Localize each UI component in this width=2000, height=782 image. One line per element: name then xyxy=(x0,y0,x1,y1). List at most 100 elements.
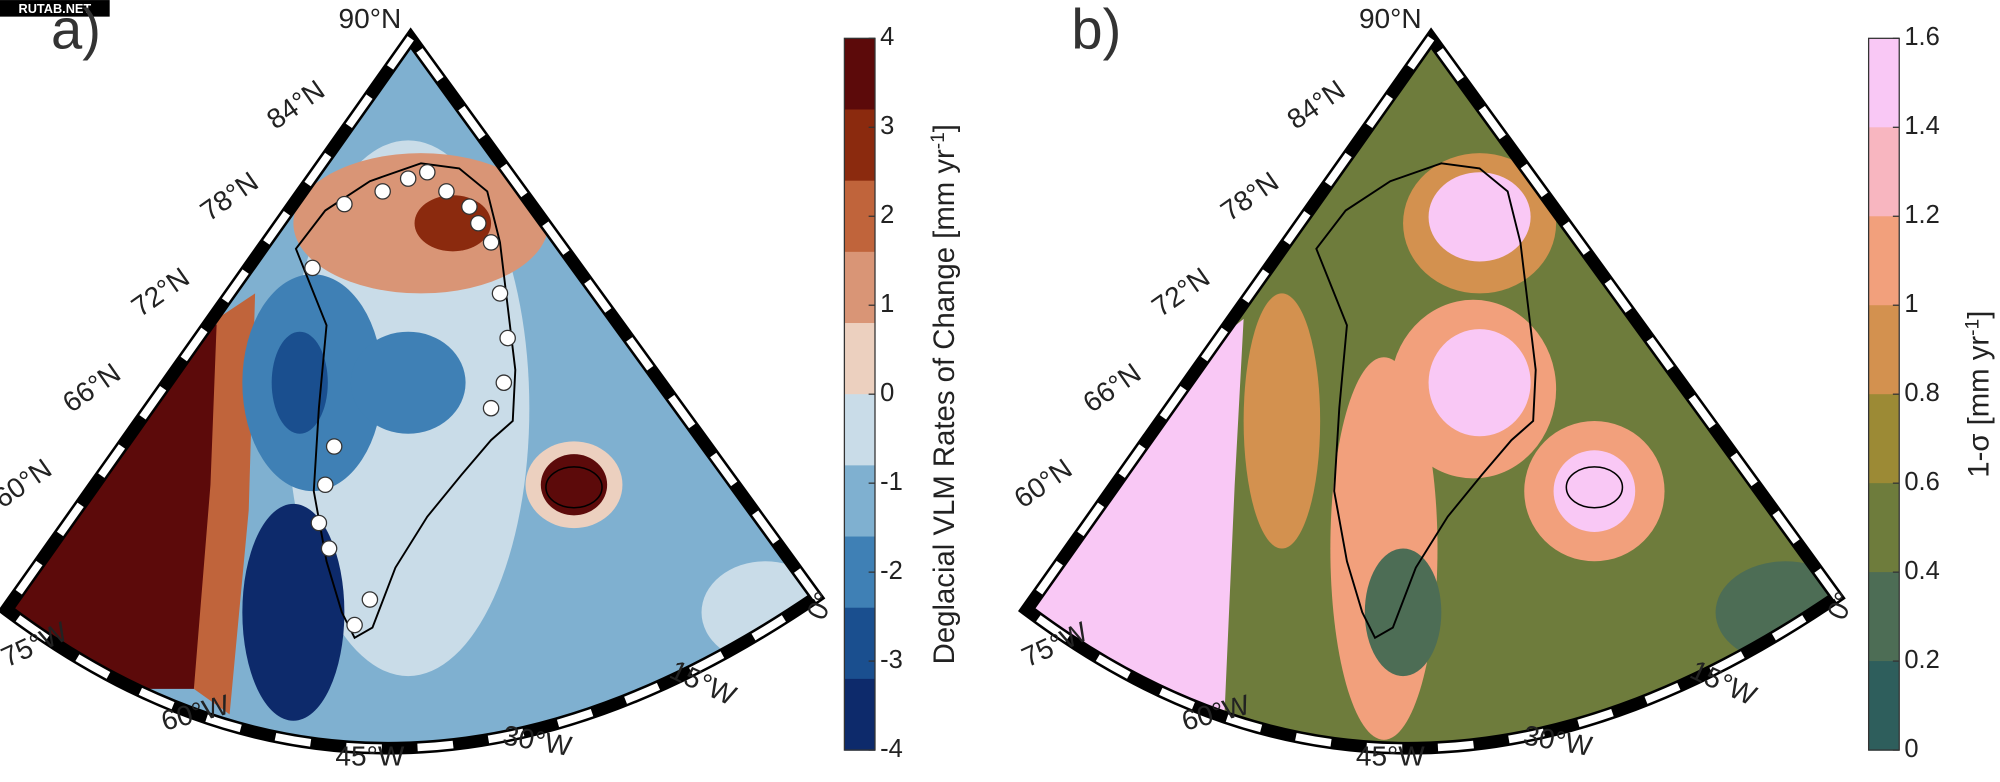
colorbar-band xyxy=(1868,216,1900,306)
station xyxy=(310,514,328,532)
colorbar-tick-label: 1 xyxy=(1904,290,1918,318)
colorbar-tick-label: 0.2 xyxy=(1904,646,1939,674)
colorbar-band xyxy=(1868,394,1900,484)
colorbar-band xyxy=(844,607,875,680)
colorbar-band xyxy=(844,38,875,111)
lat-label: 84°N xyxy=(1281,74,1350,135)
field-region xyxy=(6,318,224,689)
colorbar-title-part: ] xyxy=(1963,311,1996,319)
station xyxy=(482,399,500,417)
station xyxy=(320,540,338,557)
colorbar-band xyxy=(1868,483,1900,573)
colorbar-tick-label: -3 xyxy=(880,646,903,674)
colorbar-band xyxy=(1868,661,1900,751)
colorbar-tick-label: -1 xyxy=(880,468,903,496)
frame-inner xyxy=(1,31,822,753)
colorbar-title: 1-σ [mm yr-1] xyxy=(1962,311,1996,478)
colorbar-tick-label: 1.2 xyxy=(1904,201,1939,229)
lat-label: 60°N xyxy=(1008,453,1077,514)
colorbar-band xyxy=(1868,38,1900,128)
colorbar-tick-label: 0 xyxy=(880,379,894,407)
field-region xyxy=(1428,329,1531,437)
station xyxy=(325,438,343,455)
map-field xyxy=(1026,153,1837,740)
lat-label: 66°N xyxy=(57,357,126,418)
colorbar-band xyxy=(1868,127,1900,217)
field-region xyxy=(1243,293,1321,549)
field-region xyxy=(1026,318,1244,715)
station xyxy=(461,198,478,215)
colorbar-tick-label: 0.6 xyxy=(1904,468,1939,496)
colorbar-title-part: -1 xyxy=(928,132,949,149)
field-region xyxy=(242,503,345,721)
station xyxy=(482,234,500,251)
station xyxy=(399,170,417,187)
colorbar-title-part: -1 xyxy=(1962,319,1983,336)
colorbar-tick-label: -4 xyxy=(880,735,903,763)
field-region xyxy=(1428,172,1531,262)
colorbar-title: Deglacial VLM Rates of Change [mm yr-1] xyxy=(928,124,962,664)
station xyxy=(491,285,509,302)
station xyxy=(374,183,391,200)
field-region xyxy=(540,454,608,516)
colorbar-band xyxy=(1868,305,1900,395)
colorbar-tick-label: 3 xyxy=(880,112,894,140)
greenland-coast xyxy=(294,162,517,640)
colorbar-tick-label: 4 xyxy=(880,23,894,51)
colorbar-band xyxy=(844,394,875,466)
greenland-coast xyxy=(1315,162,1537,640)
frame-inner xyxy=(1021,31,1843,753)
field-region xyxy=(1364,548,1442,677)
lat-label: 66°N xyxy=(1077,357,1146,418)
station xyxy=(419,163,436,181)
lat-label: 84°N xyxy=(261,74,330,135)
lat-label: 72°N xyxy=(1146,261,1215,322)
station xyxy=(346,616,363,634)
station xyxy=(361,591,379,608)
colorbar-title-part: ] xyxy=(928,124,961,132)
field-region xyxy=(193,293,256,715)
panel-label: a) xyxy=(51,0,101,61)
colorbar-band xyxy=(1868,572,1900,662)
colorbar-tick-label: 1 xyxy=(880,290,894,318)
colorbar-tick-label: 0.8 xyxy=(1904,379,1939,407)
lat-label: 72°N xyxy=(126,261,195,322)
iceland-coast xyxy=(1565,466,1624,509)
iceland-coast xyxy=(545,466,603,509)
panel-label: b) xyxy=(1071,0,1121,61)
colorbar-tick-label: -2 xyxy=(880,557,903,585)
map-panel: b) 90°N84°N78°N72°N66°N60°N75°W60°W45°W 30… xyxy=(1008,0,1995,771)
colorbar-band xyxy=(844,109,875,182)
colorbar-tick-label: 1.6 xyxy=(1904,23,1939,51)
colorbar-tick-label: 0 xyxy=(1904,735,1918,763)
lat-label: 78°N xyxy=(195,166,264,227)
lat-label: 90°N xyxy=(1359,3,1422,34)
lon-label: 45°W xyxy=(1356,740,1425,771)
station xyxy=(495,374,513,391)
lat-label: 78°N xyxy=(1215,166,1284,227)
station xyxy=(304,259,321,277)
field-region xyxy=(271,331,328,434)
colorbar-tick-label: 0.4 xyxy=(1904,557,1939,585)
lat-label: 90°N xyxy=(339,3,402,34)
lat-label: 60°N xyxy=(0,453,57,514)
map-field xyxy=(6,140,817,721)
map-panel: a) 90°N84°N78°N72°N66°N60°N75°W60°W45°W 30… xyxy=(0,0,961,771)
station xyxy=(499,329,516,347)
watermark-bg xyxy=(0,0,110,17)
colorbar-band xyxy=(844,323,875,395)
colorbar-tick-label: 2 xyxy=(880,201,894,229)
lon-label: 45°W xyxy=(335,740,404,771)
watermark: RUTAB.NET xyxy=(18,1,91,16)
station xyxy=(316,476,334,494)
colorbar-title-part: 1-σ [mm yr xyxy=(1963,336,1996,478)
field-region xyxy=(350,331,466,434)
colorbar-band xyxy=(844,251,875,324)
station xyxy=(336,195,353,213)
field-region xyxy=(1553,450,1636,532)
colorbar-band xyxy=(844,465,875,538)
colorbar-tick-label: 1.4 xyxy=(1904,112,1939,140)
station xyxy=(470,214,487,232)
